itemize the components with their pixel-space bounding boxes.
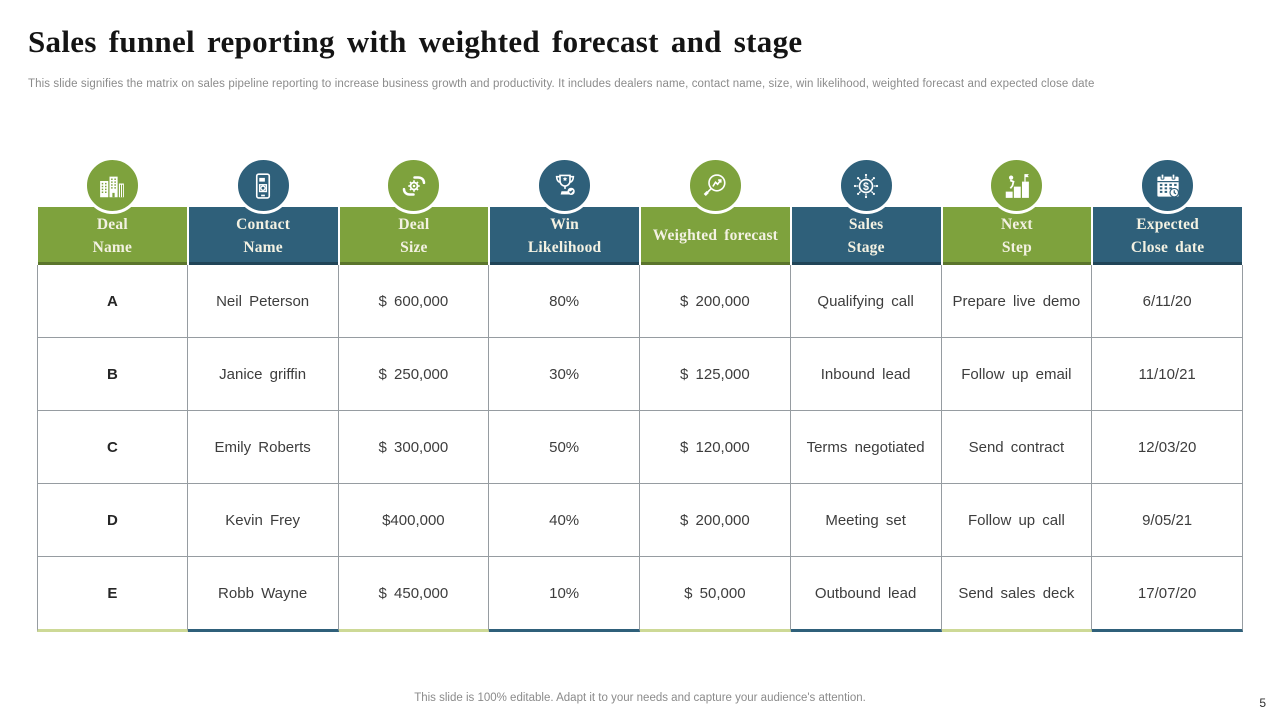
cell-weighted-forecast-B: $ 125,000 bbox=[640, 338, 791, 411]
sales-funnel-table: $ Deal Name Contact Name Deal Size Win Likel… bbox=[37, 148, 1243, 632]
column-header-deal-size: Deal Size bbox=[338, 207, 490, 265]
magnifier-chart-icon bbox=[686, 157, 744, 214]
page-number: 5 bbox=[1259, 696, 1266, 710]
cell-win-likelihood-B: 30% bbox=[489, 338, 640, 411]
cell-win-likelihood-D: 40% bbox=[489, 484, 640, 557]
table-grid: $ Deal Name Contact Name Deal Size Win Likel… bbox=[37, 148, 1243, 632]
cell-expected-close-date-C: 12/03/20 bbox=[1092, 411, 1243, 484]
column-header-deal-name: Deal Name bbox=[37, 207, 188, 265]
cell-next-step-D: Follow up call bbox=[941, 484, 1093, 557]
cell-next-step-A: Prepare live demo bbox=[941, 265, 1093, 338]
steps-person-icon bbox=[988, 157, 1046, 214]
column-header-next-step: Next Step bbox=[941, 207, 1093, 265]
slide-subtitle: This slide signifies the matrix on sales… bbox=[28, 78, 1095, 90]
cell-deal-size-C: $ 300,000 bbox=[338, 411, 490, 484]
cell-deal-name-E: E bbox=[37, 557, 188, 632]
cell-win-likelihood-C: 50% bbox=[489, 411, 640, 484]
cell-deal-size-D: $400,000 bbox=[338, 484, 490, 557]
cell-expected-close-date-B: 11/10/21 bbox=[1092, 338, 1243, 411]
cell-deal-name-A: A bbox=[37, 265, 188, 338]
column-header-expected-close-date: Expected Close date bbox=[1092, 207, 1243, 265]
cell-deal-size-A: $ 600,000 bbox=[338, 265, 490, 338]
column-header-win-likelihood: Win Likelihood bbox=[489, 207, 640, 265]
cell-win-likelihood-E: 10% bbox=[489, 557, 640, 632]
page-title: Sales funnel reporting with weighted for… bbox=[28, 24, 803, 59]
cell-sales-stage-D: Meeting set bbox=[790, 484, 942, 557]
cell-next-step-B: Follow up email bbox=[941, 338, 1093, 411]
cell-sales-stage-E: Outbound lead bbox=[790, 557, 942, 632]
footer-note: This slide is 100% editable. Adapt it to… bbox=[414, 692, 866, 704]
cell-weighted-forecast-E: $ 50,000 bbox=[640, 557, 791, 632]
cell-weighted-forecast-D: $ 200,000 bbox=[640, 484, 791, 557]
cell-deal-size-B: $ 250,000 bbox=[338, 338, 490, 411]
cell-weighted-forecast-C: $ 120,000 bbox=[640, 411, 791, 484]
icon-cell-deal-name bbox=[37, 148, 188, 214]
cell-sales-stage-C: Terms negotiated bbox=[790, 411, 942, 484]
cell-sales-stage-A: Qualifying call bbox=[790, 265, 942, 338]
cell-weighted-forecast-A: $ 200,000 bbox=[640, 265, 791, 338]
phone-contact-icon bbox=[234, 157, 292, 214]
column-header-sales-stage: Sales Stage bbox=[790, 207, 942, 265]
icon-cell-contact-name bbox=[187, 148, 339, 214]
cell-deal-size-E: $ 450,000 bbox=[338, 557, 490, 632]
icon-cell-win-likelihood bbox=[489, 148, 640, 214]
svg-text:$: $ bbox=[863, 180, 869, 192]
cell-contact-name-A: Neil Peterson bbox=[187, 265, 339, 338]
column-header-weighted-forecast: Weighted forecast bbox=[640, 207, 791, 265]
cell-sales-stage-B: Inbound lead bbox=[790, 338, 942, 411]
icon-cell-next-step bbox=[941, 148, 1093, 214]
icon-cell-weighted-forecast bbox=[640, 148, 791, 214]
cell-contact-name-E: Robb Wayne bbox=[187, 557, 339, 632]
cell-deal-name-C: C bbox=[37, 411, 188, 484]
icon-cell-sales-stage: $ bbox=[790, 148, 942, 214]
cell-deal-name-D: D bbox=[37, 484, 188, 557]
cell-deal-name-B: B bbox=[37, 338, 188, 411]
handshake-gear-icon bbox=[385, 157, 443, 214]
cell-expected-close-date-E: 17/07/20 bbox=[1092, 557, 1243, 632]
icon-cell-deal-size bbox=[338, 148, 490, 214]
cell-next-step-C: Send contract bbox=[941, 411, 1093, 484]
cell-expected-close-date-D: 9/05/21 bbox=[1092, 484, 1243, 557]
cell-next-step-E: Send sales deck bbox=[941, 557, 1093, 632]
buildings-icon bbox=[83, 157, 141, 214]
cell-contact-name-B: Janice griffin bbox=[187, 338, 339, 411]
icon-cell-expected-close-date bbox=[1092, 148, 1243, 214]
calendar-clock-icon bbox=[1139, 157, 1197, 214]
cell-win-likelihood-A: 80% bbox=[489, 265, 640, 338]
column-header-contact-name: Contact Name bbox=[187, 207, 339, 265]
cell-expected-close-date-A: 6/11/20 bbox=[1092, 265, 1243, 338]
cell-contact-name-C: Emily Roberts bbox=[187, 411, 339, 484]
cell-contact-name-D: Kevin Frey bbox=[187, 484, 339, 557]
trophy-icon bbox=[536, 157, 594, 214]
dollar-network-icon: $ bbox=[837, 157, 895, 214]
